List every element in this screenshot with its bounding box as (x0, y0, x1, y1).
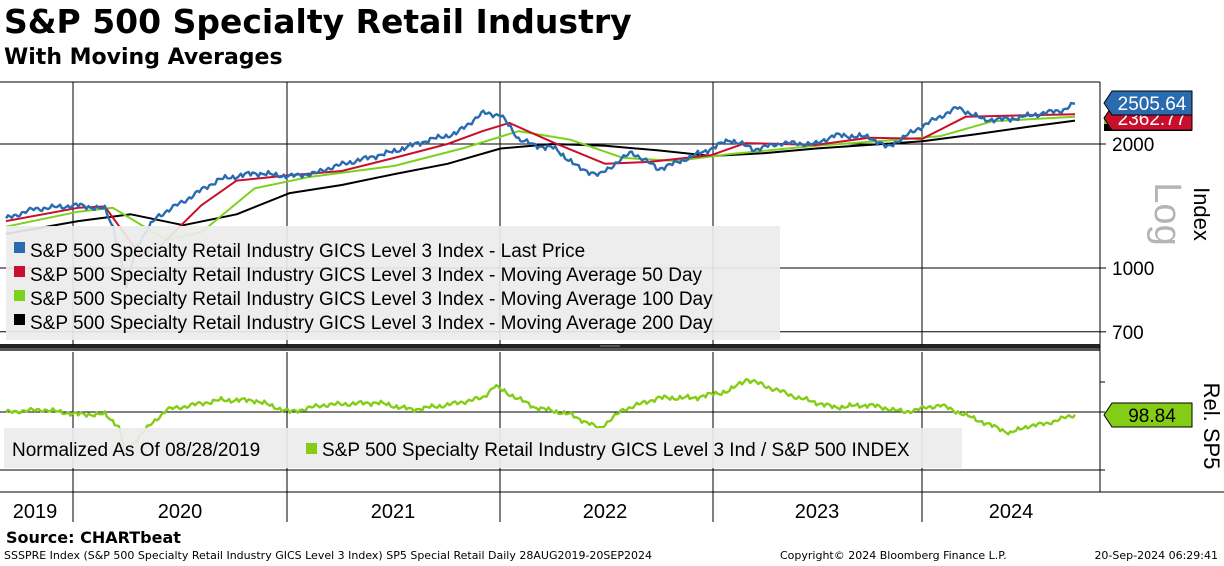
x-tick-label: 2023 (795, 501, 840, 523)
panel-separator-lower (0, 348, 1100, 351)
tag-relative: 98.84 (1103, 402, 1193, 428)
legend-box (6, 226, 780, 340)
x-tick-label: 2024 (989, 501, 1034, 523)
tag-last-price-shape (1103, 90, 1193, 116)
tag-relative-text: 98.84 (1128, 406, 1176, 427)
legend-swatch (14, 266, 25, 277)
x-tick-label: 2020 (158, 501, 203, 523)
series-relative (5, 377, 1076, 454)
legend-swatch (14, 242, 25, 253)
tag-last-price: 2505.64 (1103, 90, 1193, 116)
footer-timestamp: 20-Sep-2024 06:29:41 (1094, 549, 1218, 562)
panel-separator (0, 344, 1100, 348)
legend-entry: S&P 500 Specialty Retail Industry GICS L… (30, 289, 713, 310)
series-ma-200 (5, 119, 1076, 235)
tag-last-price-text: 2505.64 (1118, 94, 1187, 115)
legend-swatch (14, 290, 25, 301)
y-tick-label: 1000 (1112, 259, 1154, 280)
x-tick-label: 2021 (371, 501, 416, 523)
legend-swatch (14, 314, 25, 325)
chart-subtitle: With Moving Averages (4, 45, 283, 70)
normalization-note: Normalized As Of 08/28/2019 (12, 440, 260, 461)
lower-legend-swatch (306, 443, 317, 454)
legend-entry: S&P 500 Specialty Retail Industry GICS L… (30, 265, 703, 286)
footer-description: SSSPRE Index (S&P 500 Specialty Retail I… (4, 549, 652, 562)
chart-title: S&P 500 Specialty Retail Industry (4, 2, 632, 41)
tag-relative-shape (1103, 402, 1193, 428)
y-tick-label: 700 (1112, 323, 1144, 344)
x-tick-label: 2022 (583, 501, 628, 523)
lower-legend-entry: S&P 500 Specialty Retail Industry GICS L… (322, 440, 910, 461)
source-label: Source: CHARTbeat (6, 528, 181, 547)
x-tick-label: 2019 (13, 501, 58, 523)
footer-copyright: Copyright© 2024 Bloomberg Finance L.P. (780, 549, 1007, 562)
legend-entry: S&P 500 Specialty Retail Industry GICS L… (30, 241, 585, 262)
legend-entry: S&P 500 Specialty Retail Industry GICS L… (30, 313, 713, 334)
y-axis-label: Index (1189, 187, 1214, 241)
series-last-price (5, 101, 1076, 289)
log-scale-label: Log (1146, 182, 1188, 245)
y-tick-label: 2000 (1112, 135, 1154, 156)
lower-y-axis-label: Rel. SP5 (1199, 383, 1224, 470)
lower-legend-box (4, 428, 962, 468)
